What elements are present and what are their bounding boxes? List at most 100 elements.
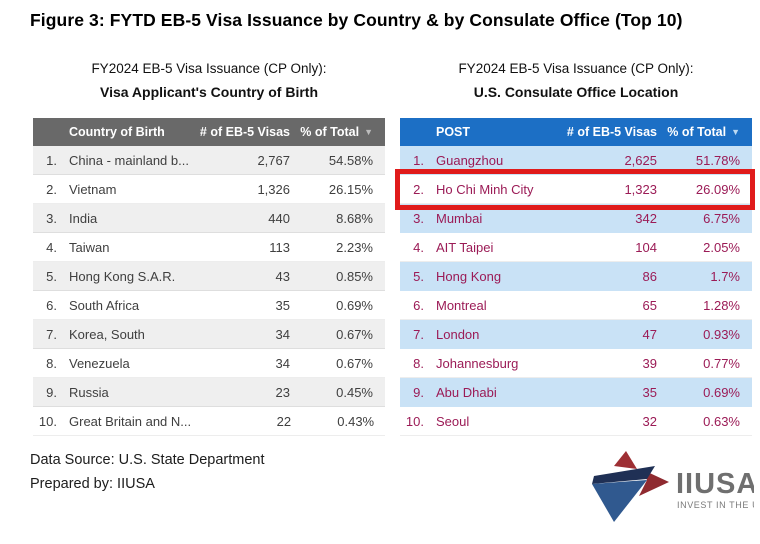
row-country: India	[69, 210, 98, 226]
row-rank: 1.	[46, 152, 57, 168]
row-visa-count: 65	[642, 297, 657, 313]
table-row: 9. Russia 23 0.45%	[33, 378, 385, 407]
svg-text:IIUSA: IIUSA	[676, 468, 754, 500]
row-visa-count: 342	[635, 211, 657, 226]
header-visa-count: # of EB-5 Visas	[566, 125, 657, 139]
header-percent-sort[interactable]: % of Total ▼	[667, 125, 740, 139]
table-row: 7. London 47 0.93%	[400, 320, 752, 349]
iiusa-logo-graphic: IIUSA INVEST IN THE USA	[592, 451, 760, 522]
row-visa-count: 35	[275, 297, 290, 313]
row-percent: 1.28%	[703, 297, 740, 313]
row-visa-count: 35	[642, 385, 657, 400]
row-post: AIT Taipei	[436, 239, 494, 255]
table-row: 6. Montreal 65 1.28%	[400, 291, 752, 320]
row-rank: 2.	[413, 181, 424, 197]
table-row: 6. South Africa 35 0.69%	[33, 291, 385, 320]
right-table-subtitle: FY2024 EB-5 Visa Issuance (CP Only):	[458, 61, 694, 76]
row-visa-count: 43	[275, 268, 290, 284]
header-country-of-birth: Country of Birth	[69, 125, 165, 139]
left-table-header: Country of Birth # of EB-5 Visas % of To…	[33, 118, 385, 146]
row-post: London	[436, 327, 480, 342]
row-rank: 6.	[413, 297, 424, 313]
row-country: Korea, South	[69, 326, 145, 342]
row-rank: 7.	[46, 326, 57, 342]
row-rank: 3.	[46, 210, 57, 226]
row-rank: 1.	[413, 153, 424, 168]
right-datatable: POST # of EB-5 Visas % of Total ▼ 1. Guang…	[400, 118, 752, 436]
row-rank: 2.	[46, 181, 57, 197]
row-rank: 10.	[38, 413, 57, 429]
left-datatable: Country of Birth # of EB-5 Visas % of To…	[33, 118, 385, 436]
row-visa-count: 39	[642, 355, 657, 371]
row-percent: 54.58%	[328, 152, 373, 168]
row-visa-count: 104	[635, 239, 657, 255]
row-visa-count: 1,326	[257, 181, 290, 197]
header-percent-sort[interactable]: % of Total ▼	[300, 125, 373, 139]
row-rank: 6.	[46, 297, 57, 313]
iiusa-logo: IIUSA INVEST IN THE USA	[592, 448, 760, 530]
row-rank: 10.	[405, 413, 424, 429]
row-rank: 5.	[413, 269, 424, 284]
row-percent: 0.67%	[336, 326, 373, 342]
header-post: POST	[436, 125, 471, 139]
row-post: Hong Kong	[436, 269, 502, 284]
table-row: 9. Abu Dhabi 35 0.69%	[400, 378, 752, 407]
table-row-highlighted: 2. Ho Chi Minh City 1,323 26.09%	[400, 175, 752, 204]
header-visa-count: # of EB-5 Visas	[199, 125, 290, 139]
row-percent: 26.15%	[328, 181, 373, 197]
row-visa-count: 440	[268, 210, 290, 226]
row-percent: 0.69%	[703, 385, 740, 400]
right-table-header: POST # of EB-5 Visas % of Total ▼	[400, 118, 752, 146]
row-visa-count: 113	[269, 239, 290, 255]
row-country: South Africa	[69, 297, 140, 313]
sort-caret-icon: ▼	[364, 127, 373, 137]
row-percent: 26.09%	[695, 181, 740, 197]
row-country: Venezuela	[69, 355, 130, 371]
row-percent: 0.67%	[336, 355, 373, 371]
sort-caret-icon: ▼	[731, 127, 740, 137]
left-table-title: Visa Applicant's Country of Birth	[99, 84, 319, 100]
footer: Data Source: U.S. State Department Prepa…	[30, 448, 265, 496]
row-rank: 5.	[46, 268, 57, 284]
row-post: Montreal	[436, 297, 487, 313]
row-country: China - mainland b...	[69, 152, 189, 168]
row-percent: 0.63%	[703, 413, 740, 429]
table-row: 4. Taiwan 113 2.23%	[33, 233, 385, 262]
iiusa-wordmark: IIUSA INVEST IN THE USA	[676, 468, 760, 510]
row-visa-count: 23	[275, 384, 290, 400]
row-country: Russia	[69, 384, 109, 400]
row-country: Hong Kong S.A.R.	[69, 268, 176, 284]
row-post: Mumbai	[436, 211, 483, 226]
table-row: 10. Seoul 32 0.63%	[400, 407, 752, 436]
row-percent: 2.05%	[703, 239, 740, 255]
table-row: 10. Great Britain and N... 22 0.43%	[33, 407, 385, 436]
row-country: Great Britain and N...	[69, 413, 192, 429]
row-percent: 0.77%	[703, 355, 740, 371]
row-country: Taiwan	[69, 239, 110, 255]
table-row: 5. Hong Kong 86 1.7%	[400, 262, 752, 291]
table-row: 7. Korea, South 34 0.67%	[33, 320, 385, 349]
row-percent: 0.43%	[337, 413, 375, 429]
row-post: Seoul	[436, 413, 470, 429]
row-rank: 9.	[413, 385, 424, 400]
row-visa-count: 34	[275, 326, 290, 342]
table-row: 1. Guangzhou 2,625 51.78%	[400, 146, 752, 175]
table-row: 2. Vietnam 1,326 26.15%	[33, 175, 385, 204]
row-visa-count: 47	[642, 327, 657, 342]
row-percent: 1.7%	[710, 269, 740, 284]
row-rank: 8.	[46, 355, 57, 371]
row-visa-count: 32	[642, 413, 657, 429]
row-visa-count: 2,625	[624, 153, 657, 168]
table-row: 8. Johannesburg 39 0.77%	[400, 349, 752, 378]
row-visa-count: 34	[275, 355, 290, 371]
table-row: 3. Mumbai 342 6.75%	[400, 204, 752, 233]
prepared-by-text: Prepared by: IIUSA	[30, 476, 155, 492]
row-visa-count: 2,767	[257, 152, 290, 168]
row-rank: 3.	[413, 211, 424, 226]
data-source-text: Data Source: U.S. State Department	[30, 452, 265, 468]
table-row: 5. Hong Kong S.A.R. 43 0.85%	[33, 262, 385, 291]
row-rank: 8.	[413, 355, 424, 371]
figure-title: Figure 3: FYTD EB-5 Visa Issuance by Cou…	[30, 10, 683, 30]
row-percent: 8.68%	[336, 210, 373, 226]
